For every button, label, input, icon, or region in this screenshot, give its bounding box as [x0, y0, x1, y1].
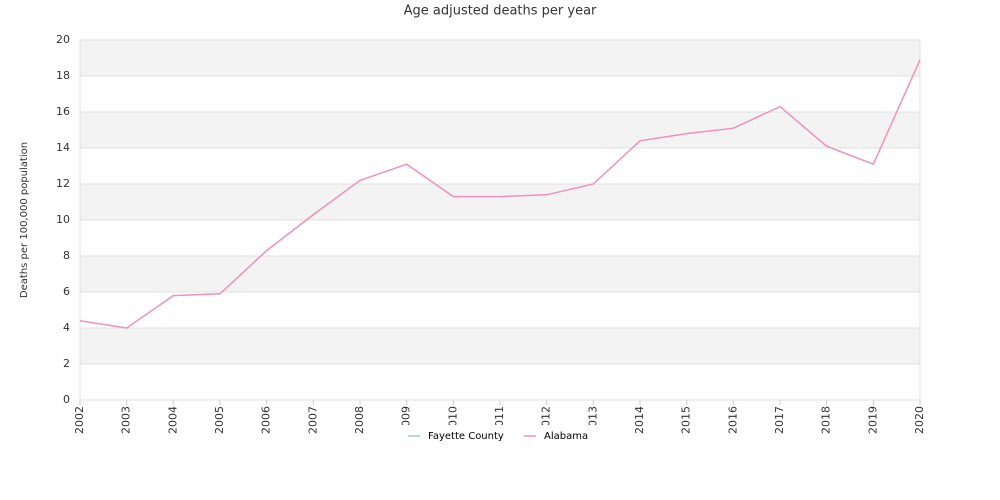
plot-band [80, 112, 920, 148]
y-tick-label: 6 [63, 285, 70, 298]
x-tick-label: 2005 [213, 406, 226, 434]
plot-band [80, 256, 920, 292]
x-tick-label: 2003 [120, 406, 133, 434]
plot-band [80, 328, 920, 364]
x-tick-label: 2015 [680, 406, 693, 434]
y-axis-label: Deaths per 100,000 population [19, 142, 30, 298]
x-tick-label: 2008 [353, 406, 366, 434]
y-tick-label: 12 [56, 177, 70, 190]
y-tick-label: 16 [56, 105, 70, 118]
x-tick-label: 2019 [866, 406, 879, 434]
x-tick-label: 2002 [73, 406, 86, 434]
plot-band [80, 184, 920, 220]
y-tick-label: 2 [63, 357, 70, 370]
x-tick-label: 2006 [260, 406, 273, 434]
y-tick-label: 4 [63, 321, 70, 334]
y-tick-label: 20 [56, 33, 70, 46]
y-tick-label: 0 [63, 393, 70, 406]
y-tick-label: 10 [56, 213, 70, 226]
chart-title: Age adjusted deaths per year [404, 4, 597, 19]
x-tick-label: 2016 [726, 406, 739, 434]
x-tick-label: 2020 [913, 406, 926, 434]
y-tick-label: 18 [56, 69, 70, 82]
x-tick-label: 2004 [166, 406, 179, 434]
series-line [79, 59, 921, 329]
y-tick-label: 14 [56, 141, 70, 154]
x-tick-label: 2007 [306, 406, 319, 434]
legend [395, 425, 605, 445]
x-tick-label: 2018 [820, 406, 833, 434]
x-tick-label: 2014 [633, 406, 646, 434]
legend-label: Fayette County [428, 431, 504, 442]
plot-band [80, 40, 920, 76]
y-tick-label: 8 [63, 249, 70, 262]
x-tick-label: 2017 [773, 406, 786, 434]
legend-label: Alabama [544, 431, 588, 442]
